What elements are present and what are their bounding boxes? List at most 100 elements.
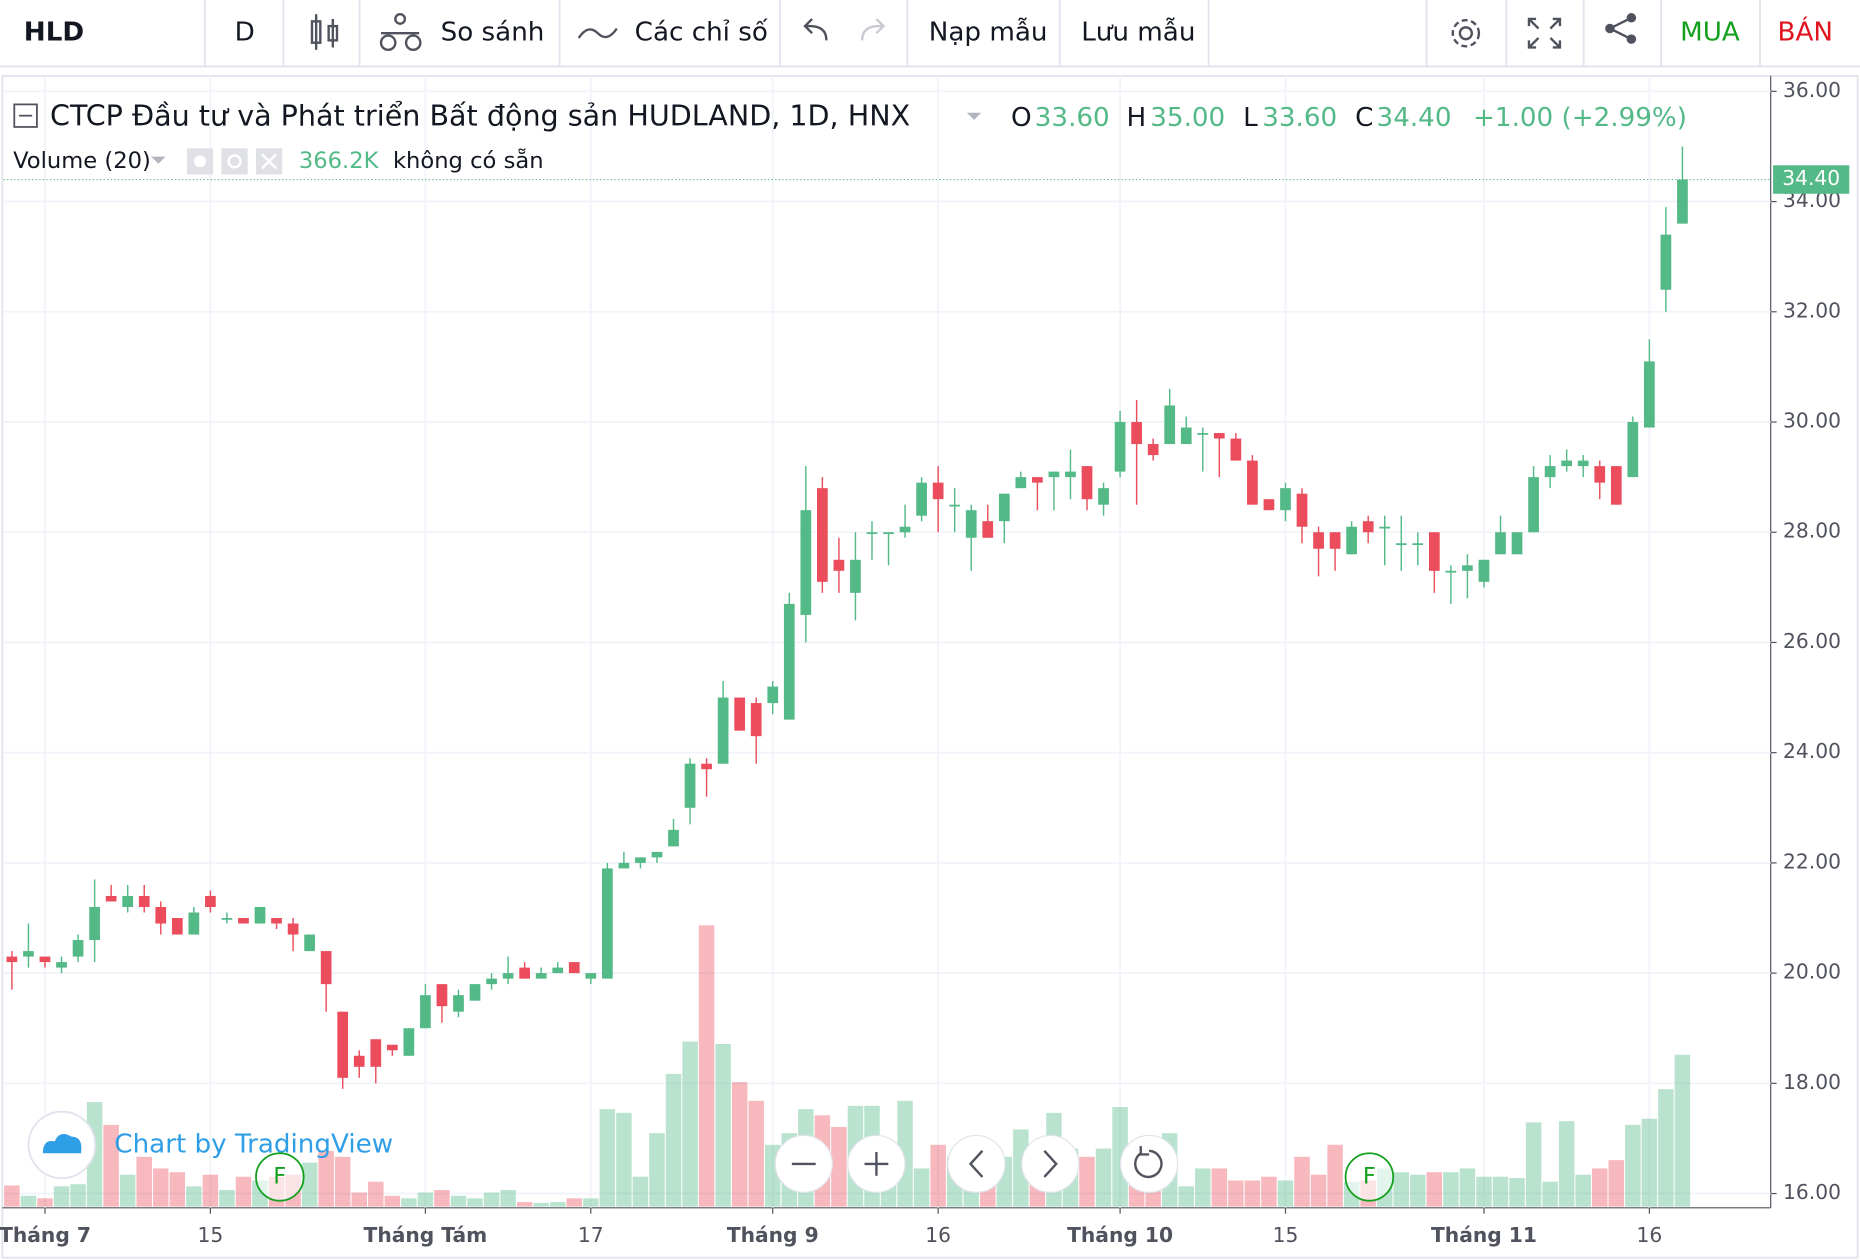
chart-frame — [1, 75, 1859, 1259]
volume-bar — [20, 1195, 37, 1207]
y-tick-label: 22.00 — [1783, 849, 1841, 873]
volume-bar — [70, 1184, 86, 1207]
volume-dropdown[interactable] — [151, 156, 166, 164]
volume-bar — [1641, 1118, 1658, 1207]
volume-bar — [318, 1151, 334, 1207]
low-label: L — [1243, 103, 1258, 133]
candle-body — [1478, 559, 1490, 582]
candle-body — [717, 697, 729, 764]
remove-icon — [261, 153, 278, 170]
title-dropdown[interactable] — [966, 112, 982, 120]
share-button[interactable] — [1605, 13, 1637, 44]
open-value: 33.60 — [1035, 103, 1110, 133]
volume-bar — [1625, 1124, 1641, 1207]
candle-body — [254, 906, 266, 924]
sell-button[interactable]: BÁN — [1778, 16, 1833, 48]
volume-bar — [417, 1192, 434, 1207]
volume-bar — [549, 1202, 566, 1207]
low-value: 33.60 — [1262, 103, 1337, 133]
candle-body — [1329, 532, 1341, 549]
volume-bar — [698, 925, 715, 1207]
volume-bar — [1294, 1156, 1310, 1207]
volume-bar — [136, 1156, 152, 1207]
interval-button[interactable]: D — [235, 18, 255, 48]
settings-small-button[interactable] — [221, 148, 248, 175]
volume-bar — [665, 1073, 682, 1207]
compare-button[interactable]: So sánh — [441, 18, 545, 48]
x-tick-label: Tháng 11 — [1431, 1223, 1537, 1247]
price-tag-label: 34.40 — [1782, 166, 1840, 190]
nav-buttons — [774, 1134, 1179, 1193]
candle-body — [271, 918, 282, 924]
y-tick-label: 16.00 — [1783, 1180, 1841, 1204]
event-marker[interactable]: F — [255, 1152, 305, 1202]
compare-icon[interactable] — [379, 13, 422, 52]
candle-body — [171, 918, 183, 935]
zoom-out-button[interactable] — [774, 1134, 833, 1193]
candle-body — [1098, 488, 1109, 505]
volume-bar — [599, 1109, 616, 1207]
scroll-left-button[interactable] — [947, 1134, 1006, 1193]
x-tick-label: Tháng 7 — [0, 1223, 91, 1247]
volume-bar — [1244, 1180, 1261, 1207]
price-tag-group: 34.40 — [1773, 165, 1850, 194]
eye-icon — [194, 155, 207, 168]
change-value: +1.00 (+2.99%) — [1473, 103, 1687, 133]
gear-icon — [227, 154, 242, 169]
volume-bar — [533, 1202, 549, 1207]
volume-bar — [1443, 1172, 1459, 1207]
high-label: H — [1126, 103, 1146, 133]
volume-bar — [1542, 1181, 1558, 1207]
candle-body — [6, 956, 18, 963]
x-tick-label: Tháng 9 — [727, 1223, 819, 1247]
volume-bar — [351, 1192, 367, 1207]
candle-body — [1528, 477, 1539, 533]
volume-bar — [913, 1168, 930, 1207]
volume-bar — [1426, 1172, 1443, 1207]
candle-body — [783, 603, 795, 720]
volume-bar — [235, 1176, 252, 1207]
candle-body — [453, 995, 464, 1012]
candle-body — [386, 1044, 398, 1051]
undo-button[interactable] — [803, 18, 828, 41]
chart-style-button[interactable] — [310, 14, 339, 50]
watermark-text[interactable]: Chart by TradingView — [114, 1129, 393, 1159]
candle-body — [89, 906, 100, 941]
x-tick-label: 16 — [1636, 1223, 1662, 1247]
indicators-icon[interactable] — [577, 27, 618, 39]
candle-body — [72, 940, 84, 957]
watermark[interactable]: Chart by TradingView — [27, 1110, 394, 1180]
candle-body — [883, 532, 894, 535]
scroll-right-button[interactable] — [1021, 1134, 1080, 1193]
volume-bar — [1525, 1122, 1542, 1207]
volume-bar — [1195, 1168, 1211, 1207]
save-template-button[interactable]: Lưu mẫu — [1081, 17, 1195, 48]
load-template-button[interactable]: Nạp mẫu — [929, 17, 1048, 48]
candle-body — [998, 493, 1010, 522]
volume-bar — [202, 1174, 219, 1207]
candle-body — [1395, 543, 1407, 546]
fullscreen-button[interactable] — [1527, 17, 1562, 49]
candle-body — [833, 559, 845, 571]
reset-button[interactable] — [1119, 1134, 1179, 1193]
buy-button[interactable]: MUA — [1680, 18, 1740, 48]
zoom-in-button[interactable] — [847, 1134, 906, 1193]
candle-body — [486, 978, 497, 985]
y-tick-label: 20.00 — [1783, 960, 1841, 984]
x-tick-label: 17 — [578, 1223, 604, 1247]
event-marker[interactable]: F — [1344, 1152, 1395, 1202]
symbol[interactable]: HLD — [24, 18, 84, 48]
volume-bar — [1277, 1180, 1294, 1207]
price-tag — [1773, 165, 1850, 194]
high-value: 35.00 — [1150, 103, 1225, 133]
close-label: C — [1355, 103, 1373, 133]
x-tick-label: Tháng Tám — [364, 1223, 488, 1247]
indicators-button[interactable]: Các chỉ số — [635, 18, 768, 48]
candle-body — [1428, 532, 1440, 571]
volume-bar — [1476, 1176, 1492, 1207]
settings-button[interactable] — [1451, 18, 1481, 48]
redo-button[interactable] — [860, 18, 886, 41]
candle-body — [1346, 526, 1358, 555]
candle-body — [585, 973, 597, 979]
